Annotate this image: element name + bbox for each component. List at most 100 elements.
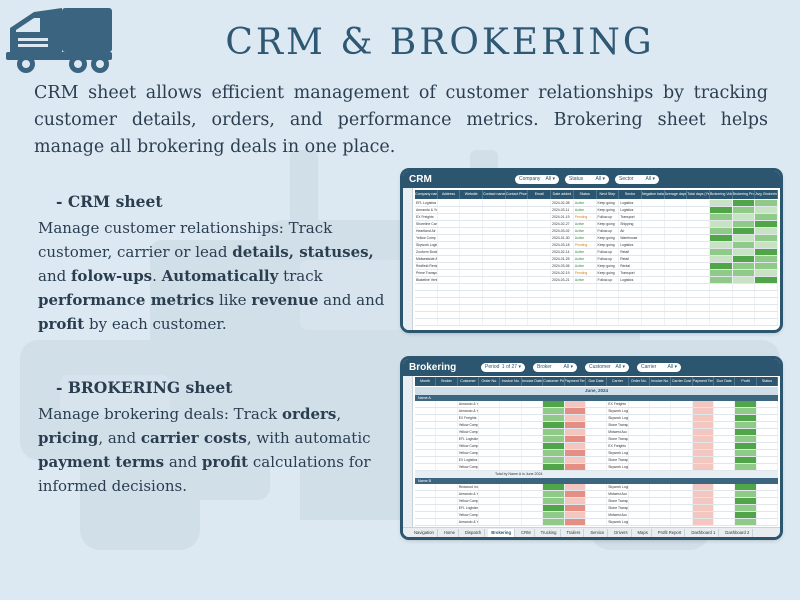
column-header[interactable]: Brokering Volume [710, 190, 733, 199]
table-cell [564, 484, 586, 490]
column-header[interactable]: Invoice No. [650, 377, 672, 386]
sheet-tab[interactable]: Dispatch [462, 528, 486, 537]
column-header[interactable]: Status [574, 190, 597, 199]
table-row[interactable]: Yellow Comp Skywork Logi [415, 450, 779, 457]
column-header[interactable]: Broker [436, 377, 458, 386]
column-header[interactable]: Next Step [597, 190, 620, 199]
table-row-empty[interactable] [415, 284, 778, 291]
table-row[interactable]: EFL Logistics Stone Transpo [415, 505, 779, 512]
column-header[interactable]: Order No. [479, 377, 501, 386]
column-header[interactable]: Payment Terms [693, 377, 715, 386]
column-header[interactable]: Contact Phone Number [506, 190, 529, 199]
table-row[interactable]: EX Freights 2024-01-19 Pending Follow-up Tra… [415, 214, 778, 221]
table-row[interactable]: Yellow Comp Midwest Acc [415, 429, 779, 436]
sheet-tab[interactable]: Service [587, 528, 609, 537]
table-row[interactable]: Armando & Yoga Midwest Acc [415, 491, 779, 498]
column-header[interactable]: Customer [458, 377, 480, 386]
table-cell [709, 207, 733, 213]
sheet-tab[interactable]: Profit Report [655, 528, 686, 537]
column-header[interactable]: Average days (Total) [665, 190, 688, 199]
column-header[interactable]: Contact name [483, 190, 506, 199]
column-header[interactable]: Profit [735, 377, 757, 386]
table-row[interactable]: EFL Logistics Stone Transpo [415, 436, 779, 443]
table-row[interactable]: Shoreline Cargo Lines 2024-02-27ActiveKee… [415, 221, 778, 228]
table-row[interactable]: Heartland Air 2024-03-02 Active Follow-up Ai… [415, 228, 778, 235]
table-cell: Active [574, 235, 597, 241]
table-cell [543, 498, 565, 504]
column-header[interactable]: Total days (Year) Sale [687, 190, 710, 199]
sheet-tab[interactable]: Trucking [538, 528, 561, 537]
sheet-tab[interactable]: Home [441, 528, 459, 537]
column-header[interactable]: Status [757, 377, 779, 386]
table-row[interactable]: Midwestside Accessories 2024-01-25ActiveF… [415, 256, 778, 263]
table-cell [522, 436, 544, 442]
column-header[interactable]: Company name [415, 190, 438, 199]
table-row-empty[interactable] [415, 312, 778, 319]
column-header[interactable]: Avg. Brokering Margin [755, 190, 778, 199]
crm-filter-dropdown[interactable]: Sector All ▾ [615, 175, 659, 184]
sheet-tab[interactable]: Drivers [611, 528, 632, 537]
column-header[interactable]: Date added [551, 190, 574, 199]
table-row[interactable]: Zooform Books 2024-02-14 Active Follow-up Re… [415, 249, 778, 256]
table-cell: Midwest Acc [608, 491, 629, 497]
column-header[interactable]: Invoice Date [522, 377, 544, 386]
brokering-filter-dropdown[interactable]: Carrier All ▾ [637, 363, 681, 372]
column-header[interactable]: Website [460, 190, 484, 199]
brokering-section-heading: - BROKERING sheet [56, 378, 233, 397]
table-cell [710, 284, 733, 290]
column-header[interactable]: Month [415, 377, 437, 386]
table-row[interactable]: EX Logistics Stone Transpo [415, 457, 779, 464]
column-header[interactable]: Customer Price [543, 377, 565, 386]
brokering-filter-dropdown[interactable]: Broker All ▾ [533, 363, 577, 372]
table-row-empty[interactable] [415, 291, 778, 298]
column-header[interactable]: Brokering Profit [733, 190, 756, 199]
table-row-empty[interactable] [415, 319, 778, 326]
table-row[interactable]: Yellow Comp Stone Transpo [415, 498, 779, 505]
column-header[interactable]: Due Date [714, 377, 736, 386]
column-header[interactable]: Carrier [607, 377, 629, 386]
column-header[interactable]: Negative balance [642, 190, 665, 199]
sheet-tab[interactable]: Navigation [411, 528, 438, 537]
table-row[interactable]: Yellow Comp 2024-01-30 Active Keep going War… [415, 235, 778, 242]
table-row[interactable]: Armando & Yoga EX Freights [415, 401, 779, 408]
column-header[interactable]: Email [528, 190, 552, 199]
table-cell [629, 408, 650, 414]
table-row[interactable]: Armando & Yoga Skywork Logi [415, 519, 779, 526]
column-header[interactable]: Invoice No. [500, 377, 522, 386]
table-row[interactable]: Redwood Ind Skywork Logi [415, 484, 779, 491]
table-cell [479, 429, 501, 435]
brokering-filter-dropdown[interactable]: Period 1 of 27 ▾ [481, 363, 525, 372]
table-cell [586, 415, 608, 421]
column-header[interactable]: Due Date [586, 377, 608, 386]
table-cell [687, 305, 710, 311]
sheet-tab[interactable]: Dashboard 2 [722, 528, 754, 537]
column-header[interactable]: Address [438, 190, 461, 199]
table-cell [460, 284, 484, 290]
table-row[interactable]: Yellow Comp Stone Transpo [415, 422, 779, 429]
table-row[interactable]: Yellow Comp EX Freights [415, 443, 779, 450]
column-header[interactable]: Payment Terms [565, 377, 586, 386]
crm-filter-dropdown[interactable]: Status All ▾ [565, 175, 609, 184]
table-row[interactable]: Armando & Yoga Skywork Logi [415, 408, 779, 415]
crm-filter-dropdown[interactable]: Company All ▾ [515, 175, 559, 184]
sheet-tab[interactable]: Brokering [488, 528, 516, 537]
table-row[interactable]: Blakeline Ventures 2024-03-21ActiveFollow… [415, 277, 778, 284]
table-row-empty[interactable] [415, 305, 778, 312]
sheet-tab[interactable]: Trailers [564, 528, 585, 537]
column-header[interactable]: Sector [619, 190, 642, 199]
column-header[interactable]: Order No. [629, 377, 650, 386]
table-row[interactable]: EFL Logistics 2024-02-08 Active Keep going L… [415, 200, 778, 207]
table-row[interactable]: Yellow Comp Midwest Acc [415, 512, 779, 519]
sheet-tab[interactable]: Dashboard 1 [688, 528, 720, 537]
sheet-tab[interactable]: Maps [635, 528, 652, 537]
brokering-filter-dropdown[interactable]: Customer All ▾ [585, 363, 629, 372]
column-header[interactable]: Carrier Cost [671, 377, 693, 386]
table-row[interactable]: Yellow Comp Skywork Logi [415, 464, 779, 471]
sheet-tab[interactable]: CRM [518, 528, 535, 537]
table-row[interactable]: EX Freights Skywork Logi [415, 415, 779, 422]
table-row-empty[interactable] [415, 298, 778, 305]
